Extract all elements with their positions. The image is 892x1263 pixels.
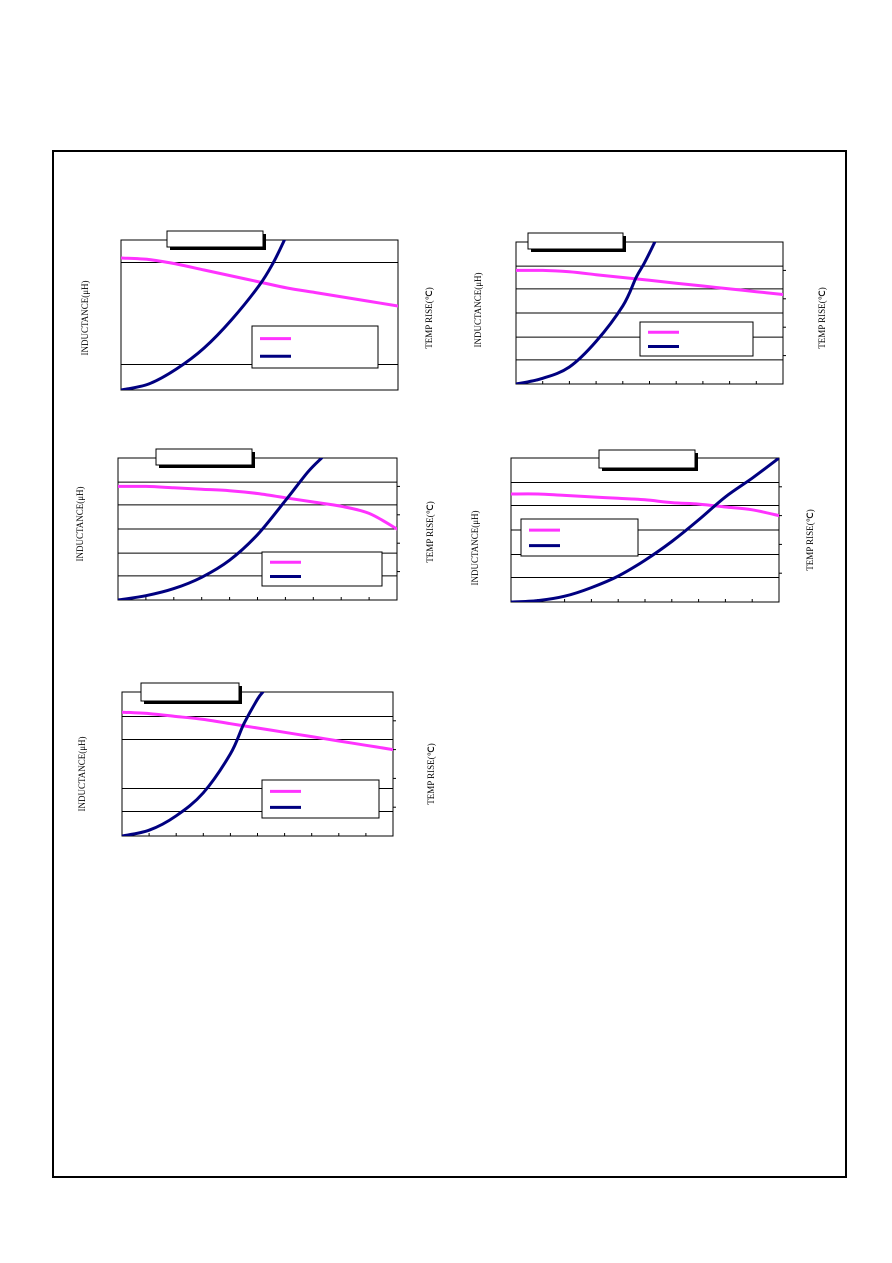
chart-5-inductance-line <box>122 710 393 752</box>
chart-5-title-box <box>140 682 240 702</box>
chart-4-y-axis-label: INDUCTANCE(μH) <box>470 510 480 585</box>
chart-1-y-axis-label: INDUCTANCE(μH) <box>80 280 90 355</box>
chart-3-temp-rise-line <box>118 458 324 600</box>
chart-4-y-right-axis-label: TEMP RISE(℃) <box>805 509 815 571</box>
chart-2-legend-box <box>639 321 754 357</box>
chart-4-legend-box <box>520 518 639 557</box>
chart-2-y-right-axis-label: TEMP RISE(℃) <box>817 287 827 349</box>
chart-3-y-axis-label: INDUCTANCE(μH) <box>75 486 85 561</box>
chart-2-temp-rise-line <box>516 242 657 384</box>
chart-1-title-box <box>166 230 264 248</box>
chart-3-y-right-axis-label: TEMP RISE(℃) <box>425 501 435 563</box>
chart-2-inductance-line <box>516 268 783 296</box>
chart-1-legend-box <box>251 325 379 369</box>
chart-4-inductance-line <box>511 492 779 518</box>
chart-1-temp-rise-line <box>121 240 286 390</box>
chart-5-y-axis-label: INDUCTANCE(μH) <box>77 736 87 811</box>
chart-1-y-right-axis-label: TEMP RISE(℃) <box>424 287 434 349</box>
chart-2-title-box <box>527 232 624 250</box>
chart-5-temp-rise-line <box>122 692 265 836</box>
chart-2-y-axis-label: INDUCTANCE(μH) <box>473 272 483 347</box>
chart-1-inductance-line <box>121 256 398 308</box>
chart-5-y-right-axis-label: TEMP RISE(℃) <box>426 743 436 805</box>
page-frame <box>52 150 847 1178</box>
chart-3-title-box <box>155 448 253 466</box>
chart-4-title-box <box>598 449 696 469</box>
chart-4-temp-rise-line <box>511 458 779 602</box>
chart-3-inductance-line <box>118 484 397 531</box>
chart-5-legend-box <box>261 779 380 819</box>
chart-3-legend-box <box>261 551 383 587</box>
